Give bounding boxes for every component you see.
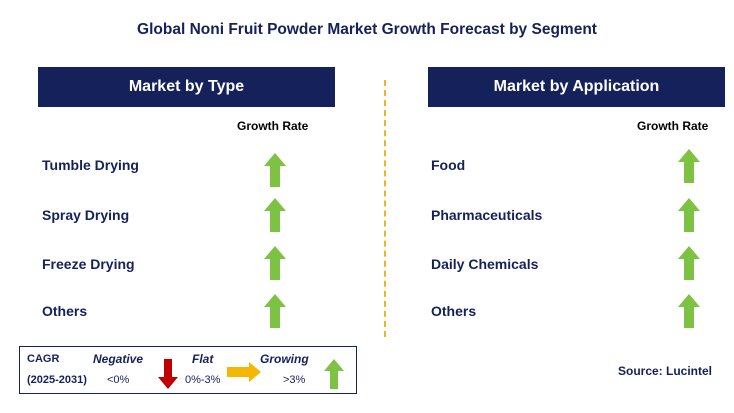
application-row-label: Others <box>431 303 477 319</box>
green-up-arrow-icon <box>264 198 286 232</box>
application-growth-rate-label: Growth Rate <box>637 119 709 133</box>
red-down-arrow-icon <box>158 359 178 389</box>
panel-divider <box>384 80 386 337</box>
type-row-label: Spray Drying <box>42 207 130 223</box>
application-panel-header: Market by Application <box>428 67 725 107</box>
type-row-label: Tumble Drying <box>42 157 139 173</box>
legend-growing-label: Growing <box>260 352 309 366</box>
legend-flat-range: 0%-3% <box>185 374 221 386</box>
cagr-legend: CAGR (2025-2031) Negative <0% Flat 0%-3%… <box>19 346 357 394</box>
legend-period: (2025-2031) <box>27 374 87 386</box>
green-up-arrow-icon <box>678 294 700 328</box>
green-up-arrow-icon <box>264 153 286 187</box>
legend-negative-range: <0% <box>107 374 130 386</box>
source-credit: Source: Lucintel <box>618 364 713 378</box>
application-row-label: Daily Chemicals <box>431 256 539 272</box>
application-row-label: Pharmaceuticals <box>431 207 543 223</box>
type-row-label: Freeze Drying <box>42 256 135 272</box>
legend-flat-label: Flat <box>192 352 214 366</box>
legend-growing-range: >3% <box>283 374 306 386</box>
orange-right-arrow-icon <box>227 362 261 382</box>
green-up-arrow-icon <box>678 246 700 280</box>
page-title: Global Noni Fruit Powder Market Growth F… <box>137 21 597 38</box>
green-up-arrow-icon <box>324 359 344 389</box>
type-panel-header: Market by Type <box>38 67 335 107</box>
green-up-arrow-icon <box>264 246 286 280</box>
legend-cagr-label: CAGR <box>27 353 60 365</box>
green-up-arrow-icon <box>678 198 700 232</box>
green-up-arrow-icon <box>264 294 286 328</box>
application-row-label: Food <box>431 157 466 173</box>
green-up-arrow-icon <box>678 149 700 183</box>
legend-negative-label: Negative <box>93 352 144 366</box>
type-growth-rate-label: Growth Rate <box>237 119 309 133</box>
type-row-label: Others <box>42 303 88 319</box>
